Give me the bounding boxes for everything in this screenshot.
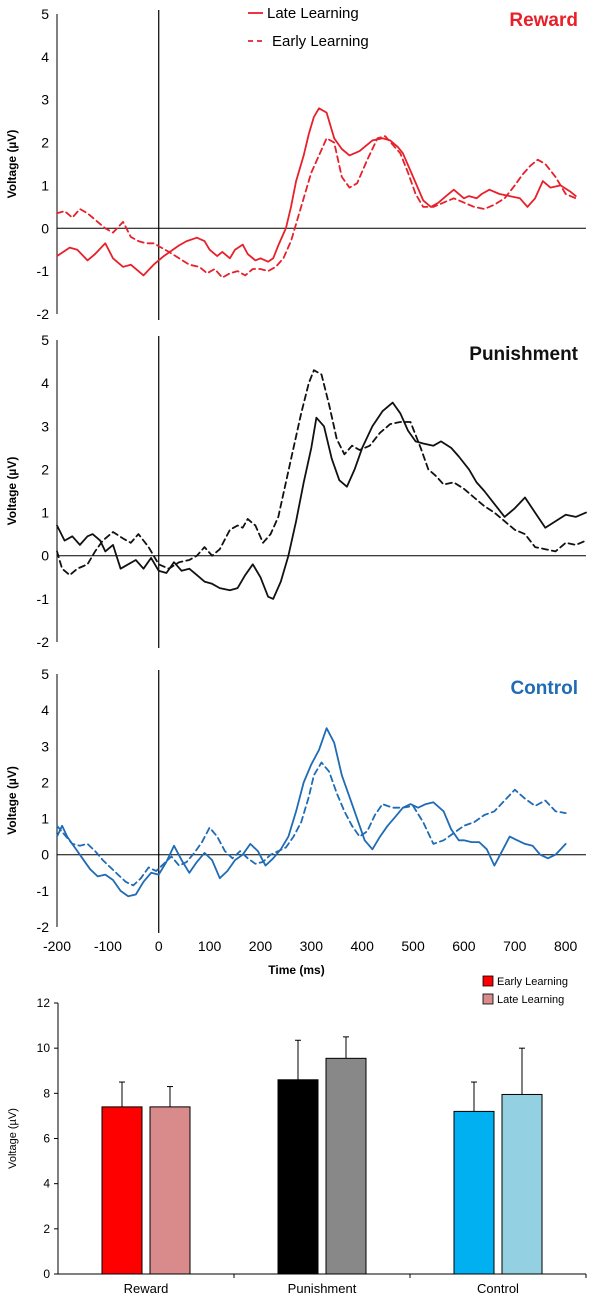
bar-legend-swatch bbox=[482, 993, 494, 1005]
x-tick-label: 0 bbox=[155, 938, 163, 954]
bar-y-axis-label: Voltage (µV) bbox=[7, 1108, 19, 1169]
bar-chart-panel: 0 2 4 6 8 10 12 Voltage (µV) Reward Punishment Con… bbox=[7, 975, 587, 1296]
y-tick-label: 3 bbox=[41, 418, 49, 434]
y-tick-label: 5 bbox=[41, 332, 49, 348]
reward-erp-panel: -2 -1 0 1 2 3 4 5 Voltage (µV) Reward Late Learnin… bbox=[5, 5, 586, 322]
y-tick-label: 2 bbox=[41, 774, 49, 790]
x-tick-label: 200 bbox=[249, 938, 273, 954]
dashed-series-line bbox=[56, 135, 577, 279]
solid-series-line bbox=[56, 107, 577, 277]
solid-series-line bbox=[56, 727, 567, 898]
dashed-series-line bbox=[56, 761, 567, 887]
bar bbox=[101, 1106, 143, 1275]
y-tick-label: -1 bbox=[37, 591, 50, 607]
bar bbox=[149, 1106, 191, 1275]
x-tick-label: -100 bbox=[94, 938, 122, 954]
x-tick-label: 400 bbox=[351, 938, 375, 954]
x-tick-label: 500 bbox=[401, 938, 425, 954]
y-tick-label: 1 bbox=[41, 811, 49, 827]
y-tick-label: 2 bbox=[41, 135, 49, 151]
bar-y-tick-label: 12 bbox=[37, 996, 51, 1010]
y-tick-label: -2 bbox=[37, 306, 50, 322]
y-tick-label: 4 bbox=[41, 375, 49, 391]
y-axis-label: Voltage (µV) bbox=[5, 766, 19, 835]
solid-series-line bbox=[56, 401, 587, 600]
x-tick-label: -200 bbox=[43, 938, 71, 954]
y-tick-label: 3 bbox=[41, 92, 49, 108]
bar-y-tick-label: 2 bbox=[43, 1222, 50, 1236]
bar-legend-swatch bbox=[482, 975, 494, 987]
x-tick-label: 600 bbox=[452, 938, 476, 954]
bar-legend-label: Late Learning bbox=[497, 994, 564, 1006]
y-tick-label: -2 bbox=[37, 634, 50, 650]
y-tick-label: 0 bbox=[41, 548, 49, 564]
bar-legend-label: Early Learning bbox=[497, 976, 568, 988]
y-tick-label: 4 bbox=[41, 49, 49, 65]
y-tick-label: 5 bbox=[41, 6, 49, 22]
y-axis-label: Voltage (µV) bbox=[5, 130, 19, 199]
x-axis-label: Time (ms) bbox=[268, 963, 324, 977]
bar bbox=[277, 1079, 319, 1275]
bar-y-tick-label: 8 bbox=[43, 1086, 50, 1100]
y-tick-label: -2 bbox=[37, 919, 50, 935]
bar-category-label: Punishment bbox=[288, 1281, 357, 1296]
bar-y-tick-label: 6 bbox=[43, 1132, 50, 1146]
dashed-series-line bbox=[56, 369, 587, 576]
legend-label: Late Learning bbox=[267, 5, 359, 22]
bar-category-label: Control bbox=[477, 1281, 519, 1296]
bar-y-tick-label: 4 bbox=[43, 1177, 50, 1191]
y-tick-label: -1 bbox=[37, 263, 50, 279]
y-tick-label: 1 bbox=[41, 177, 49, 193]
y-tick-label: 3 bbox=[41, 738, 49, 754]
bar-category-label: Reward bbox=[124, 1281, 169, 1296]
x-tick-label: 800 bbox=[554, 938, 578, 954]
panel-title: Punishment bbox=[469, 344, 578, 365]
y-axis-label: Voltage (µV) bbox=[5, 457, 19, 526]
y-tick-label: 2 bbox=[41, 461, 49, 477]
y-tick-label: 0 bbox=[41, 220, 49, 236]
y-tick-label: 4 bbox=[41, 702, 49, 718]
x-tick-label: 100 bbox=[198, 938, 222, 954]
y-tick-label: 0 bbox=[41, 847, 49, 863]
panel-title: Control bbox=[510, 678, 578, 699]
bar-y-tick-label: 10 bbox=[37, 1041, 51, 1055]
bar-y-tick-label: 0 bbox=[43, 1267, 50, 1281]
bar bbox=[325, 1057, 367, 1275]
bar bbox=[501, 1093, 543, 1275]
y-tick-label: -1 bbox=[37, 883, 50, 899]
legend-label: Early Learning bbox=[272, 33, 369, 50]
punishment-erp-panel: -2 -1 0 1 2 3 4 5 Voltage (µV) Punishment bbox=[5, 332, 587, 650]
y-tick-label: 5 bbox=[41, 666, 49, 682]
bar bbox=[453, 1110, 495, 1275]
x-tick-label: 700 bbox=[503, 938, 527, 954]
x-tick-label: 300 bbox=[300, 938, 324, 954]
y-tick-label: 1 bbox=[41, 505, 49, 521]
panel-title: Reward bbox=[509, 10, 578, 31]
control-erp-panel: -2 -1 0 1 2 3 4 5 Voltage (µV) Control -200 -100 0 10… bbox=[5, 666, 586, 977]
